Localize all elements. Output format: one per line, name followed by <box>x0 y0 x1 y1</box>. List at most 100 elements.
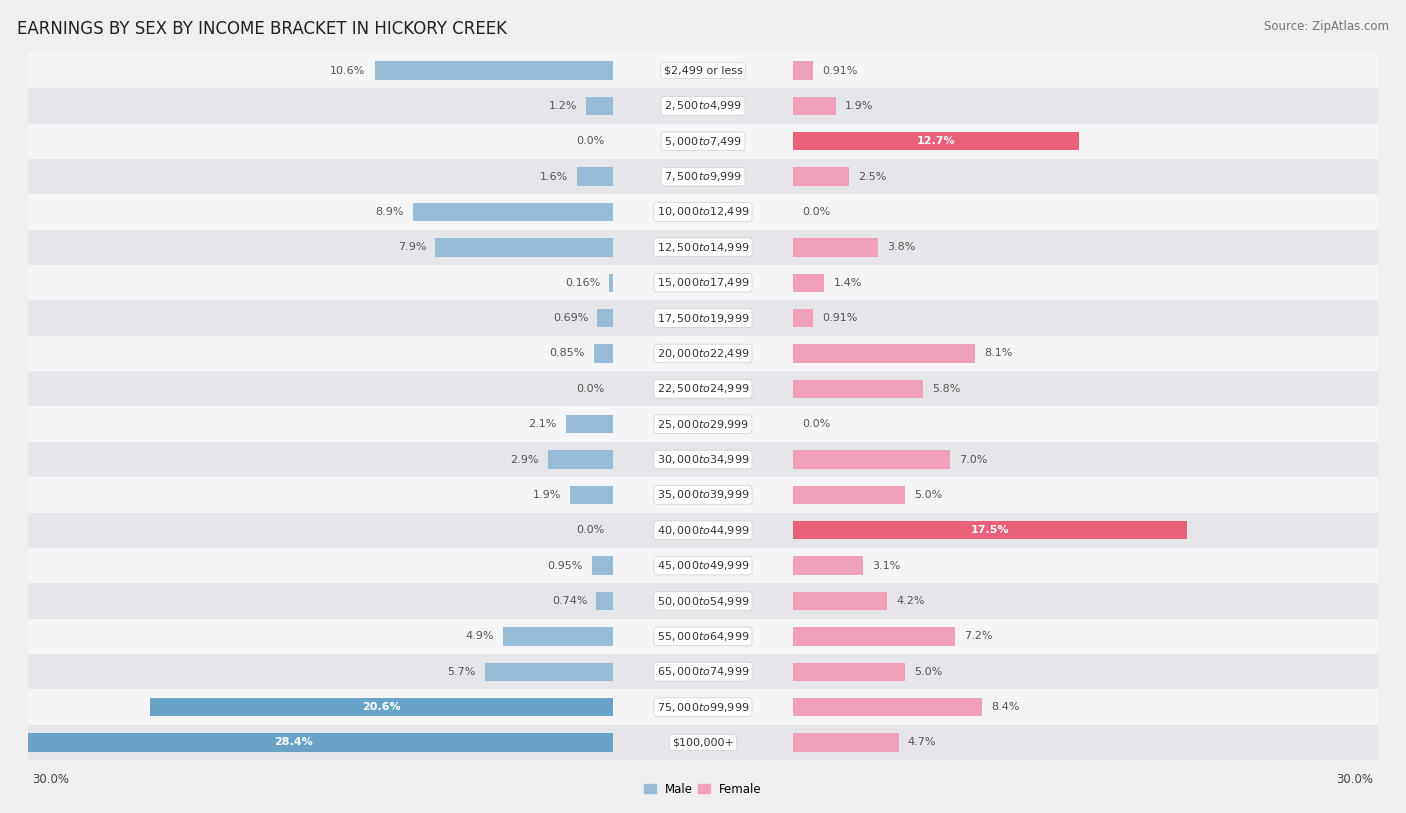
Bar <box>28 194 1378 229</box>
Bar <box>28 548 1378 584</box>
Text: 1.6%: 1.6% <box>540 172 568 181</box>
Bar <box>793 380 924 398</box>
Text: $35,000 to $39,999: $35,000 to $39,999 <box>657 489 749 502</box>
Bar <box>793 627 955 646</box>
Text: 0.69%: 0.69% <box>553 313 589 323</box>
Text: 4.2%: 4.2% <box>897 596 925 606</box>
Text: 0.74%: 0.74% <box>553 596 588 606</box>
Text: 10.6%: 10.6% <box>330 66 366 76</box>
Bar <box>503 627 613 646</box>
Text: $75,000 to $99,999: $75,000 to $99,999 <box>657 701 749 714</box>
Text: 7.9%: 7.9% <box>398 242 426 252</box>
Text: 0.95%: 0.95% <box>547 561 582 571</box>
Bar <box>28 725 1378 760</box>
Text: 0.91%: 0.91% <box>823 313 858 323</box>
Bar <box>793 344 976 363</box>
Bar <box>28 512 1378 548</box>
Bar <box>593 344 613 363</box>
Bar <box>28 654 1378 689</box>
Text: 0.85%: 0.85% <box>550 349 585 359</box>
Bar <box>793 97 835 115</box>
Bar <box>793 698 981 716</box>
Bar <box>609 273 613 292</box>
Bar <box>28 371 1378 406</box>
Text: $45,000 to $49,999: $45,000 to $49,999 <box>657 559 749 572</box>
Text: 4.7%: 4.7% <box>908 737 936 747</box>
Bar <box>485 663 613 681</box>
Text: $100,000+: $100,000+ <box>672 737 734 747</box>
Text: 0.91%: 0.91% <box>823 66 858 76</box>
Text: 12.7%: 12.7% <box>917 137 955 146</box>
Text: 0.0%: 0.0% <box>576 384 605 393</box>
Text: 0.16%: 0.16% <box>565 278 600 288</box>
Text: 8.1%: 8.1% <box>984 349 1012 359</box>
Text: $15,000 to $17,499: $15,000 to $17,499 <box>657 276 749 289</box>
Bar <box>793 309 814 328</box>
Text: 5.0%: 5.0% <box>914 490 942 500</box>
Text: $20,000 to $22,499: $20,000 to $22,499 <box>657 347 749 360</box>
Bar <box>28 124 1378 159</box>
Bar <box>793 167 849 186</box>
Text: 2.5%: 2.5% <box>858 172 887 181</box>
Text: 20.6%: 20.6% <box>361 702 401 712</box>
Text: $40,000 to $44,999: $40,000 to $44,999 <box>657 524 749 537</box>
Bar <box>571 485 613 504</box>
Bar <box>596 592 613 611</box>
Bar <box>28 689 1378 725</box>
Text: 0.0%: 0.0% <box>576 137 605 146</box>
Bar <box>28 159 1378 194</box>
Bar <box>413 202 613 221</box>
Text: 2.1%: 2.1% <box>529 420 557 429</box>
Text: 1.2%: 1.2% <box>548 101 576 111</box>
Text: $30,000 to $34,999: $30,000 to $34,999 <box>657 453 749 466</box>
Text: 5.0%: 5.0% <box>914 667 942 676</box>
Bar <box>28 336 1378 371</box>
Bar <box>28 300 1378 336</box>
Bar <box>0 733 613 752</box>
Text: $12,500 to $14,999: $12,500 to $14,999 <box>657 241 749 254</box>
Bar <box>793 733 898 752</box>
Text: $2,500 to $4,999: $2,500 to $4,999 <box>664 99 742 112</box>
Text: 8.4%: 8.4% <box>991 702 1019 712</box>
Bar <box>793 238 879 257</box>
Text: Source: ZipAtlas.com: Source: ZipAtlas.com <box>1264 20 1389 33</box>
Text: 7.2%: 7.2% <box>965 632 993 641</box>
Text: 2.9%: 2.9% <box>510 454 538 464</box>
Text: 3.1%: 3.1% <box>872 561 900 571</box>
Text: $65,000 to $74,999: $65,000 to $74,999 <box>657 665 749 678</box>
Bar <box>28 53 1378 88</box>
Text: 5.7%: 5.7% <box>447 667 475 676</box>
Text: 30.0%: 30.0% <box>32 772 70 785</box>
Bar <box>793 61 814 80</box>
Text: 1.4%: 1.4% <box>834 278 862 288</box>
Text: $50,000 to $54,999: $50,000 to $54,999 <box>657 594 749 607</box>
Text: $10,000 to $12,499: $10,000 to $12,499 <box>657 206 749 219</box>
Text: $17,500 to $19,999: $17,500 to $19,999 <box>657 311 749 324</box>
Bar <box>28 584 1378 619</box>
Bar <box>592 556 613 575</box>
Text: 0.0%: 0.0% <box>801 207 830 217</box>
Text: 1.9%: 1.9% <box>533 490 561 500</box>
Text: $7,500 to $9,999: $7,500 to $9,999 <box>664 170 742 183</box>
Bar <box>374 61 613 80</box>
Text: $25,000 to $29,999: $25,000 to $29,999 <box>657 418 749 431</box>
Bar <box>28 406 1378 441</box>
Bar <box>28 619 1378 654</box>
Text: 5.8%: 5.8% <box>932 384 960 393</box>
Bar <box>28 265 1378 300</box>
Bar <box>793 556 863 575</box>
Text: 30.0%: 30.0% <box>1336 772 1374 785</box>
Bar <box>28 229 1378 265</box>
Bar <box>598 309 613 328</box>
Bar <box>793 663 905 681</box>
Text: 4.9%: 4.9% <box>465 632 494 641</box>
Bar <box>793 273 824 292</box>
Bar <box>793 132 1078 150</box>
Bar <box>28 477 1378 512</box>
Text: $55,000 to $64,999: $55,000 to $64,999 <box>657 630 749 643</box>
Bar <box>793 521 1187 540</box>
Bar <box>793 485 905 504</box>
Text: 28.4%: 28.4% <box>274 737 314 747</box>
Bar <box>28 441 1378 477</box>
Bar <box>548 450 613 469</box>
